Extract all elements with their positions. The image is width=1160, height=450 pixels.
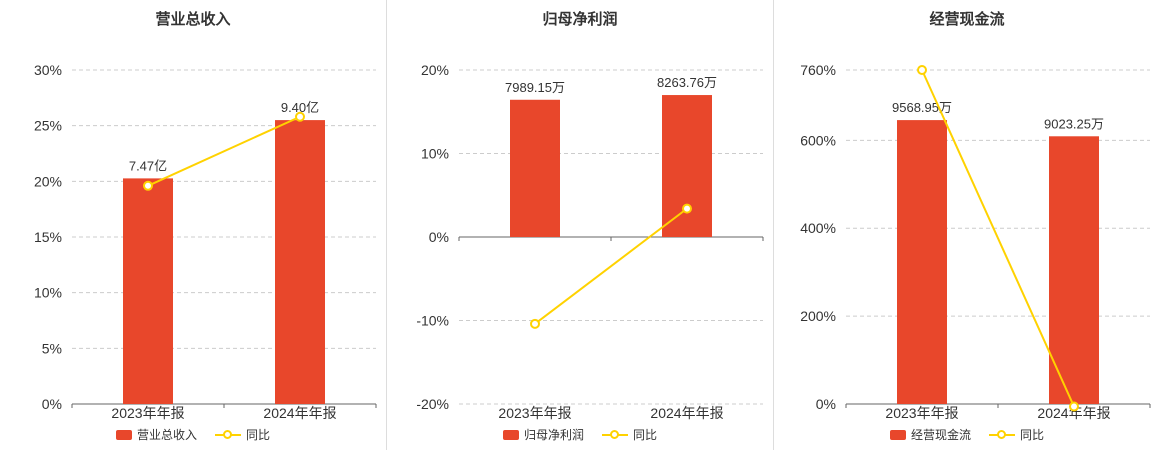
chart-plot-cash-flow: 760% 600% 400% 200% 0% 9568.95万 9023.25万 2023年年… bbox=[800, 62, 1151, 421]
y-tick-label: 15% bbox=[34, 229, 62, 245]
chart-title-revenue: 营业总收入 bbox=[155, 11, 231, 28]
legend-line-label: 同比 bbox=[246, 428, 271, 442]
legend-line-label: 同比 bbox=[633, 428, 658, 442]
y-tick-label: 0% bbox=[429, 229, 449, 245]
line-marker-icon bbox=[215, 429, 241, 440]
bar-swatch-icon bbox=[115, 429, 132, 440]
bar-2024年年报 bbox=[662, 95, 712, 237]
y-tick-label: -20% bbox=[416, 396, 449, 412]
bar-value-label: 8263.76万 bbox=[657, 75, 717, 90]
bar-2023年年报 bbox=[123, 178, 173, 404]
bar-swatch-icon bbox=[889, 429, 906, 440]
bar-swatch-icon bbox=[502, 429, 519, 440]
legend-item-bar: 归母净利润 bbox=[502, 426, 584, 443]
yoy-point bbox=[143, 180, 153, 191]
legend-item-bar: 营业总收入 bbox=[115, 426, 197, 443]
yoy-point bbox=[530, 318, 540, 329]
bar-2024年年报 bbox=[275, 120, 325, 404]
legend-item-line: 同比 bbox=[215, 426, 270, 443]
y-tick-label: 30% bbox=[34, 62, 62, 78]
y-tick-label: 0% bbox=[42, 396, 62, 412]
y-tick-label: 600% bbox=[800, 132, 836, 148]
yoy-line bbox=[921, 69, 1075, 407]
chart-panel-net-profit: 归母净利润 20% 10% 0% -10% -20% 7989.15万 8263.76万 20… bbox=[387, 0, 773, 450]
chart-title-cash-flow: 经营现金流 bbox=[929, 11, 1005, 28]
line-marker-icon bbox=[602, 429, 628, 440]
legend-bar-label: 经营现金流 bbox=[910, 428, 971, 442]
yoy-line bbox=[147, 115, 301, 187]
y-tick-label: 20% bbox=[34, 173, 62, 189]
chart-legend-revenue: 营业总收入 同比 bbox=[115, 426, 270, 443]
bar-2024年年报 bbox=[1049, 136, 1099, 404]
x-category-label: 2023年年报 bbox=[498, 405, 571, 421]
chart-plot-revenue: 30% 25% 20% 15% 10% 5% 0% 7.47亿 9.40亿 2023年年报 2024… bbox=[34, 62, 377, 421]
chart-plot-net-profit: 20% 10% 0% -10% -20% 7989.15万 8263.76万 2023年年报 2… bbox=[416, 62, 764, 421]
bar-value-label: 7.47亿 bbox=[129, 158, 167, 173]
chart-title-net-profit: 归母净利润 bbox=[542, 11, 618, 28]
y-tick-label: 0% bbox=[816, 396, 836, 412]
bar-value-label: 9568.95万 bbox=[892, 100, 952, 115]
y-tick-label: 200% bbox=[800, 308, 836, 324]
panel-divider bbox=[773, 0, 774, 450]
yoy-point bbox=[295, 111, 305, 122]
y-tick-label: 760% bbox=[800, 62, 836, 78]
x-category-label: 2024年年报 bbox=[263, 405, 336, 421]
chart-panel-revenue: 营业总收入 30% 25% 20% 15% 10% 5% 0% 7.47亿 9.40亿 2023年… bbox=[0, 0, 386, 450]
bar-2023年年报 bbox=[897, 120, 947, 404]
chart-panel-cash-flow: 经营现金流 760% 600% 400% 200% 0% 9568.95万 9023.25万… bbox=[774, 0, 1160, 450]
bar-value-label: 9023.25万 bbox=[1044, 116, 1104, 131]
chart-legend-net-profit: 归母净利润 同比 bbox=[502, 426, 657, 443]
legend-item-bar: 经营现金流 bbox=[889, 426, 971, 443]
bar-value-label: 9.40亿 bbox=[281, 100, 319, 115]
y-tick-label: 10% bbox=[34, 285, 62, 301]
yoy-point bbox=[682, 203, 692, 214]
x-category-label: 2024年年报 bbox=[650, 405, 723, 421]
y-tick-label: 20% bbox=[421, 62, 449, 78]
x-category-label: 2023年年报 bbox=[111, 405, 184, 421]
legend-bar-label: 营业总收入 bbox=[136, 428, 197, 442]
y-tick-label: 400% bbox=[800, 220, 836, 236]
yoy-point bbox=[917, 65, 927, 75]
x-category-label: 2024年年报 bbox=[1037, 405, 1110, 421]
chart-legend-cash-flow: 经营现金流 同比 bbox=[889, 426, 1044, 443]
y-tick-label: 25% bbox=[34, 118, 62, 134]
legend-bar-label: 归母净利润 bbox=[523, 428, 584, 442]
legend-item-line: 同比 bbox=[602, 426, 657, 443]
y-tick-label: 5% bbox=[42, 340, 62, 356]
bar-2023年年报 bbox=[510, 99, 560, 237]
line-marker-icon bbox=[989, 429, 1015, 440]
legend-line-label: 同比 bbox=[1020, 428, 1045, 442]
y-tick-label: -10% bbox=[416, 313, 449, 329]
yoy-line bbox=[534, 207, 688, 325]
legend-item-line: 同比 bbox=[989, 426, 1044, 443]
panel-divider bbox=[386, 0, 387, 450]
bar-value-label: 7989.15万 bbox=[505, 80, 565, 95]
yoy-point bbox=[1069, 401, 1079, 412]
x-category-label: 2023年年报 bbox=[885, 405, 958, 421]
y-tick-label: 10% bbox=[421, 146, 449, 162]
